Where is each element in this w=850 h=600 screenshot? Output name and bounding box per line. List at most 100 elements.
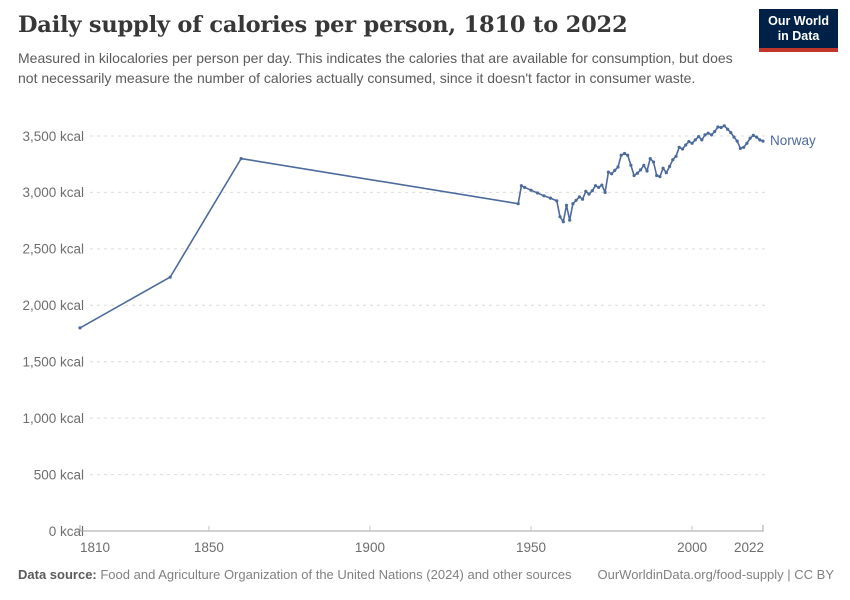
x-tick-label: 1900: [355, 540, 385, 555]
y-tick-label: 2,000 kcal: [22, 298, 84, 313]
series-point: [529, 188, 533, 192]
series-point: [168, 275, 172, 279]
series-point: [587, 192, 591, 196]
series-point: [542, 194, 546, 198]
y-tick-label: 0 kcal: [49, 524, 84, 539]
owid-logo-line1: Our World: [768, 14, 829, 28]
series-point: [642, 163, 646, 167]
series-point: [239, 157, 243, 161]
series-point: [751, 133, 755, 137]
series-point: [697, 135, 701, 139]
series-point: [661, 166, 665, 170]
series-point: [564, 203, 569, 207]
series-point: [745, 141, 749, 145]
series-point: [571, 202, 575, 206]
series-point: [613, 168, 617, 172]
series-point: [684, 143, 688, 147]
series-point: [616, 165, 620, 169]
series-point: [639, 168, 643, 172]
series-point: [687, 140, 691, 144]
series-point: [722, 124, 726, 128]
series-point: [516, 202, 520, 206]
series-point: [674, 154, 678, 158]
series-point: [632, 173, 636, 178]
y-tick-label: 3,000 kcal: [22, 185, 84, 200]
series-point: [761, 139, 765, 143]
series-point: [593, 184, 598, 188]
series-point: [610, 172, 614, 176]
series-point: [742, 145, 746, 149]
x-tick-label: 2022: [734, 540, 764, 555]
owid-logo-line2: in Data: [777, 29, 820, 43]
series-point: [706, 131, 710, 135]
series-point: [693, 138, 697, 142]
series-point: [738, 146, 743, 150]
series-point: [758, 138, 762, 142]
line-chart-svg: 0 kcal 500 kcal 1,000 kcal 1,500 kcal 2,000 …: [22, 124, 816, 555]
x-tick-label: 1850: [194, 540, 224, 555]
data-source-label: Data source:: [18, 567, 97, 582]
series-point: [716, 125, 720, 129]
y-tick-label: 1,500 kcal: [22, 355, 84, 370]
page-subtitle: Measured in kilocalories per person per …: [18, 50, 733, 87]
series-point: [555, 199, 559, 203]
series-point: [629, 163, 633, 167]
series-point: [709, 133, 714, 137]
series-point: [548, 196, 553, 200]
series-point: [577, 195, 582, 199]
series-point: [635, 171, 640, 175]
chart-area: 0 kcal 500 kcal 1,000 kcal 1,500 kcal 2,000 …: [0, 105, 850, 560]
series-point: [603, 190, 607, 194]
x-tick-label: 1950: [516, 540, 546, 555]
series-point: [626, 153, 630, 157]
series-point: [651, 160, 656, 164]
data-source: Data source: Food and Agriculture Organi…: [18, 567, 572, 582]
series-point: [568, 218, 572, 222]
series-point: [726, 127, 730, 131]
data-source-text: Food and Agriculture Organization of the…: [96, 567, 572, 582]
y-tick-label: 500 kcal: [34, 467, 84, 482]
footer-link[interactable]: OurWorldinData.org/food-supply | CC BY: [597, 567, 834, 582]
series-point: [78, 326, 82, 330]
series-point: [729, 131, 733, 135]
series-point: [645, 169, 649, 173]
series-point: [703, 133, 707, 137]
series-point: [535, 191, 540, 195]
series-point: [664, 171, 668, 175]
series-point: [700, 138, 704, 142]
series-point: [581, 197, 585, 201]
y-tick-label: 3,500 kcal: [22, 129, 84, 144]
series-point: [597, 185, 601, 189]
series-point: [658, 175, 662, 179]
series-point: [719, 125, 723, 130]
series-point: [655, 173, 659, 178]
series-point: [690, 141, 694, 145]
series-point: [732, 135, 736, 139]
series-point: [584, 189, 588, 193]
series-point: [735, 139, 739, 143]
footer: Data source: Food and Agriculture Organi…: [18, 567, 834, 582]
series-point: [523, 185, 527, 189]
x-tick-label: 2000: [677, 540, 707, 555]
series-point: [519, 184, 524, 188]
x-tick-label: 1810: [80, 540, 110, 555]
chart-header: Daily supply of calories per person, 181…: [18, 12, 758, 89]
series-point: [680, 147, 685, 151]
series-point: [619, 153, 623, 157]
x-axis-line: [79, 525, 764, 532]
page-title: Daily supply of calories per person, 181…: [18, 12, 628, 38]
y-tick-label: 1,000 kcal: [22, 411, 84, 426]
y-tick-label: 2,500 kcal: [22, 242, 84, 257]
series-point: [713, 129, 717, 134]
series-point: [677, 145, 681, 149]
series-line: [79, 125, 764, 329]
series-point: [561, 220, 565, 224]
series-point: [574, 198, 578, 202]
series-point: [622, 151, 627, 156]
series-point: [748, 136, 752, 140]
series-point: [671, 158, 675, 162]
series-point: [668, 164, 672, 169]
series-point: [558, 215, 562, 219]
series-point: [600, 183, 604, 187]
